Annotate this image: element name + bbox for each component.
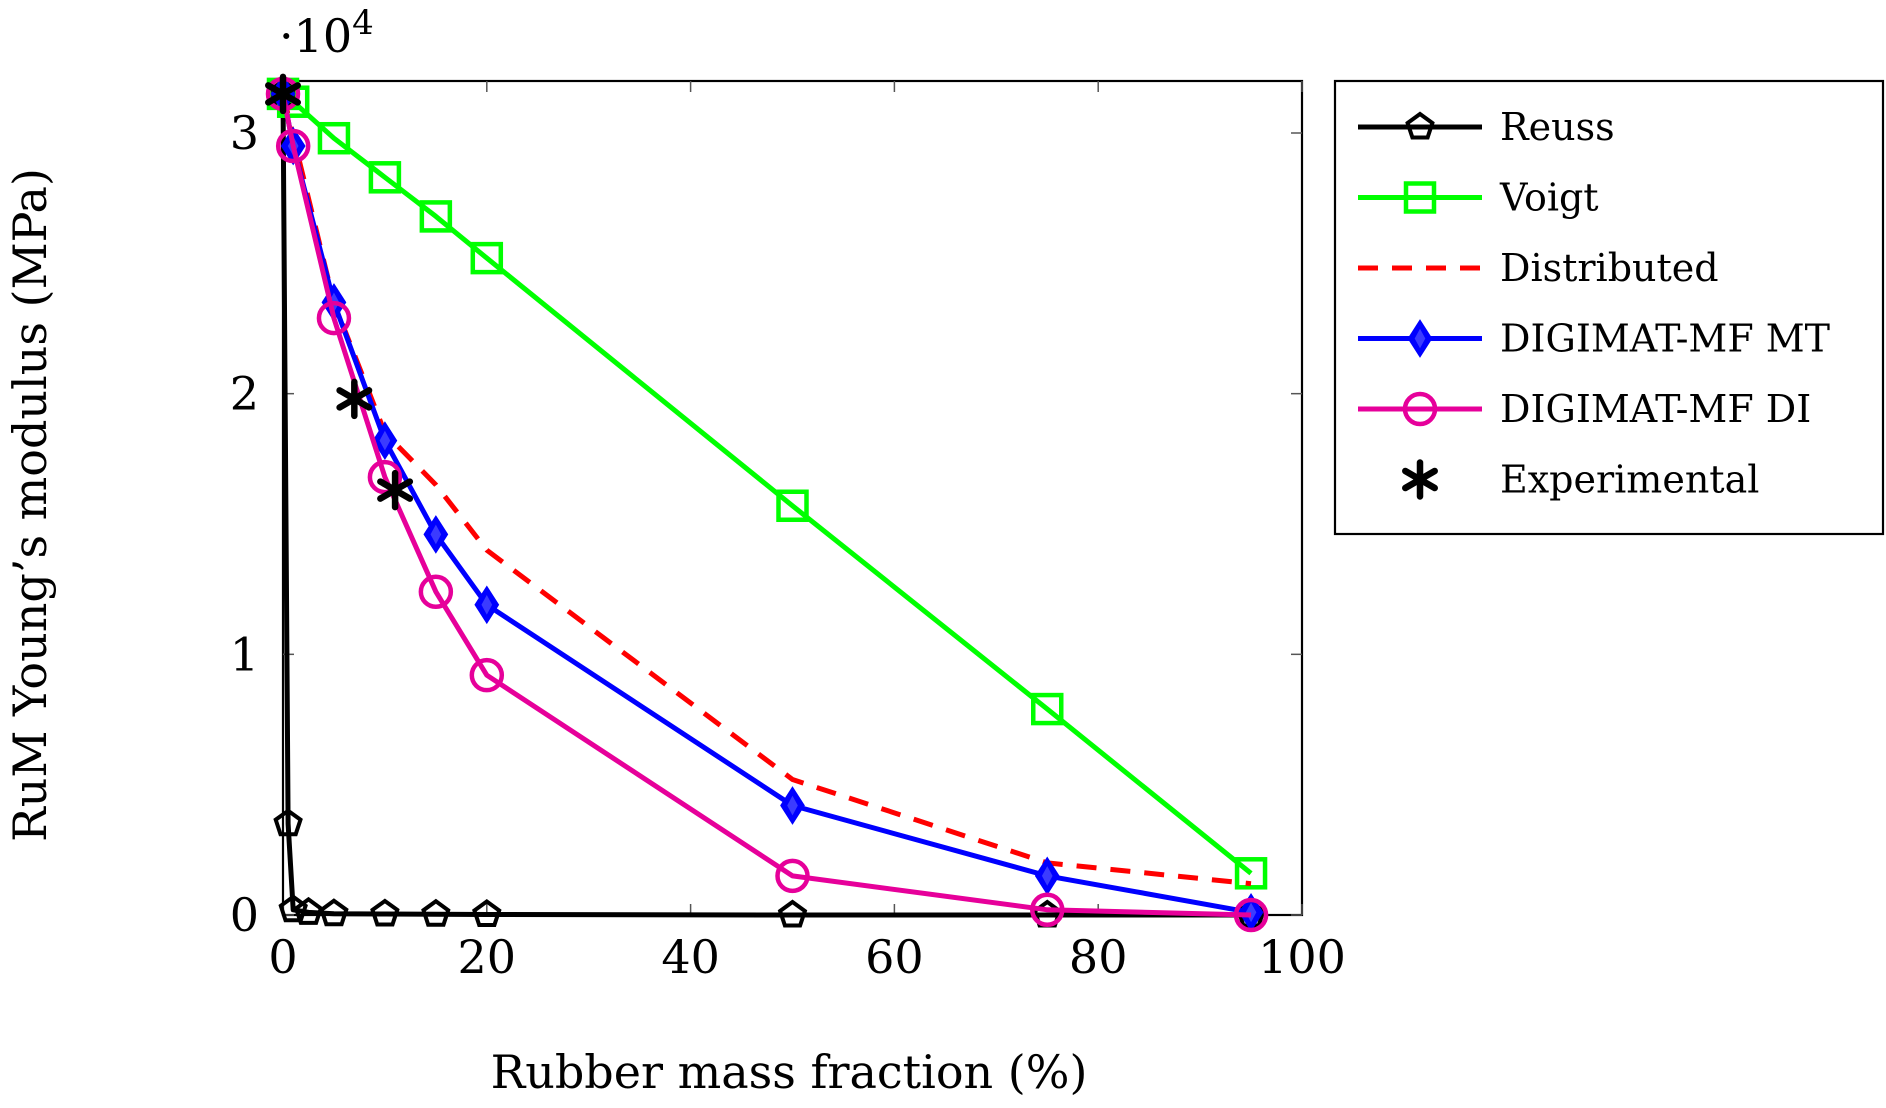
legend-entry: Reuss (1358, 105, 1615, 149)
marker-circle (367, 459, 403, 495)
legend-entry: Voigt (1358, 176, 1599, 220)
axes: 0 20 40 60 80 100 0 1 2 3 (230, 79, 1346, 984)
marker-asterisk (265, 73, 301, 115)
marker-diamond-inner (1041, 866, 1053, 886)
marker-pentagon (472, 899, 502, 927)
legend-entry: Distributed (1358, 246, 1719, 290)
marker-diamond-inner (787, 795, 798, 816)
legend-label: Reuss (1500, 105, 1615, 149)
series-line (280, 93, 1252, 915)
marker-pentagon (1405, 111, 1435, 140)
marker-pentagon (421, 898, 451, 927)
marker-circle (1233, 897, 1269, 933)
marker-circle (469, 657, 505, 693)
asterisk-arm (1402, 467, 1438, 492)
y-tick-label: 0 (230, 888, 259, 942)
asterisk-arm (336, 387, 373, 411)
marker-diamond-inner (430, 524, 442, 545)
legend-box (1333, 79, 1885, 536)
series-line (280, 93, 1252, 918)
legend-entry: DIGIMAT-MF DI (1358, 387, 1811, 431)
y-scale-prefix: ·10 (279, 9, 352, 63)
marker-square (419, 200, 453, 233)
marker-square (1031, 692, 1064, 726)
marker-pentagon (293, 896, 324, 925)
y-tick-label: 2 (230, 367, 259, 421)
series-line (280, 93, 1251, 918)
legend-label: Voigt (1499, 176, 1599, 220)
marker-asterisk (377, 469, 414, 511)
x-tick-label: 20 (458, 930, 517, 984)
marker-circle (275, 128, 311, 164)
legend-label: Experimental (1500, 458, 1759, 502)
marker-asterisk (336, 378, 373, 420)
axis-labels: ·104 Rubber mass fraction (%) RuM Young’… (3, 3, 1087, 1099)
series-line (281, 91, 1253, 876)
x-tick-label: 80 (1069, 930, 1128, 984)
y-axis-label: RuM Young’s modulus (MPa) (3, 168, 57, 842)
marker-pentagon (273, 808, 303, 837)
y-tick-label: 3 (230, 106, 259, 160)
y-tick-label: 1 (230, 627, 259, 681)
marker-pentagon (777, 899, 808, 928)
marker-square (470, 241, 504, 275)
marker-diamond-inner (1414, 328, 1426, 349)
asterisk-arm (377, 478, 414, 502)
legend-label: DIGIMAT-MF MT (1500, 317, 1830, 361)
series-voigt (266, 77, 1268, 890)
legend-entry: DIGIMAT-MF MT (1358, 317, 1830, 361)
marker-asterisk (1402, 459, 1438, 500)
marker-circle (418, 574, 454, 610)
x-tick-label: 60 (865, 930, 924, 984)
legend-entry: Experimental (1402, 458, 1759, 502)
marker-circle (1030, 892, 1065, 928)
x-tick-label: 100 (1258, 930, 1346, 984)
y-scale-exponent: ·104 (279, 3, 374, 63)
legend: Reuss Voigt Distributed DIGIMAT-MF MT DIGIMA… (1333, 79, 1885, 536)
marker-circle (316, 300, 352, 336)
series-layer (265, 73, 1269, 933)
marker-square (368, 161, 402, 194)
marker-circle (1402, 391, 1438, 427)
marker-square (317, 121, 351, 155)
marker-pentagon (319, 898, 349, 927)
marker-square (776, 489, 809, 523)
marker-diamond-inner (481, 595, 493, 615)
marker-square (1403, 181, 1437, 214)
marker-square (1234, 857, 1268, 890)
y-scale-power: 4 (352, 3, 374, 43)
marker-diamond-inner (379, 430, 391, 451)
marker-pentagon (370, 898, 400, 927)
legend-label: Distributed (1500, 246, 1719, 290)
x-axis-label: Rubber mass fraction (%) (491, 1045, 1088, 1099)
x-tick-label: 0 (268, 930, 297, 984)
asterisk-arm (265, 82, 301, 106)
legend-label: DIGIMAT-MF DI (1500, 387, 1811, 431)
x-tick-label: 40 (661, 930, 720, 984)
series-experimental (265, 73, 414, 511)
marker-circle (775, 858, 810, 894)
